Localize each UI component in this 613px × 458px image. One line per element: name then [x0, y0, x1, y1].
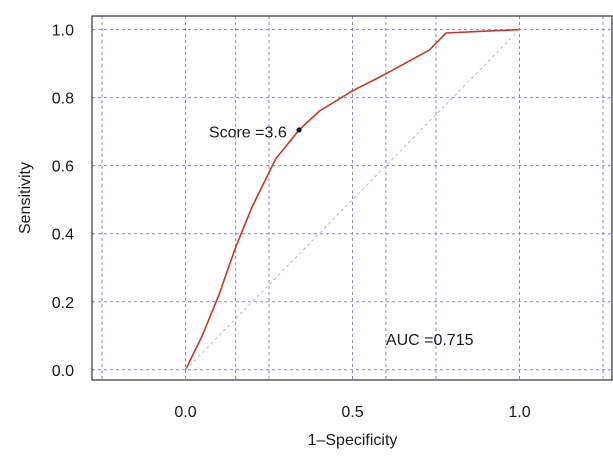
series-group: [184, 28, 520, 371]
reference-diagonal-line: [185, 29, 520, 371]
score-annotation: Score =3.6: [209, 125, 287, 142]
plot-frame: [91, 15, 613, 381]
y-tick-label: 0.2: [52, 295, 74, 312]
x-tick-label: 0.5: [341, 404, 363, 421]
y-tick-label: 0.0: [52, 363, 74, 380]
y-tick-label: 0.4: [52, 227, 74, 244]
x-tick-label: 0.0: [174, 404, 196, 421]
y-tick-label: 0.6: [52, 159, 74, 176]
x-tick-label: 1.0: [508, 404, 530, 421]
y-tick-label: 0.8: [52, 91, 74, 108]
cutoff-point-marker: [296, 127, 302, 133]
y-axis-ticks: 0.0 0.2 0.4 0.6 0.8 1.0: [52, 23, 74, 380]
auc-annotation: AUC =0.715: [386, 332, 474, 349]
y-tick-label: 1.0: [52, 23, 74, 40]
x-axis-ticks: 0.0 0.5 1.0: [174, 404, 530, 421]
annotations: Score =3.6 AUC =0.715: [209, 125, 474, 350]
grid: [92, 16, 613, 380]
y-axis-label: Sensitivity: [17, 162, 34, 234]
x-axis-label: 1–Specificity: [308, 432, 398, 449]
